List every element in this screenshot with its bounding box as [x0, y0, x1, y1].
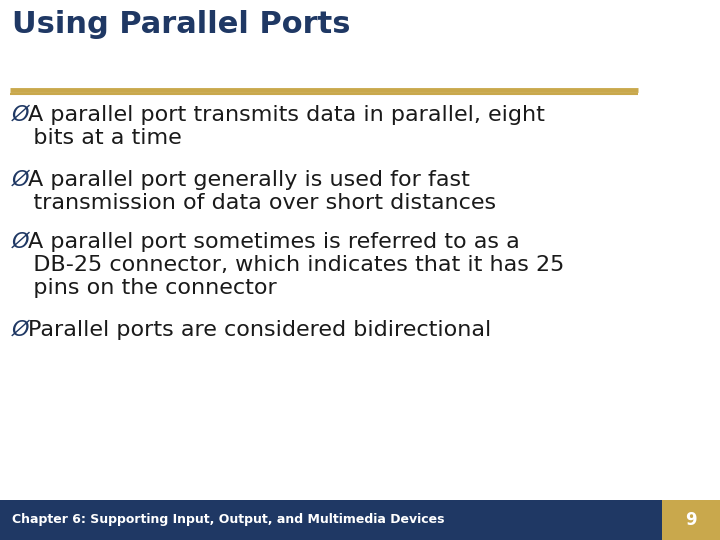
- Text: Using Parallel Ports: Using Parallel Ports: [12, 10, 351, 39]
- Text: 9: 9: [685, 511, 697, 529]
- Text: Ø: Ø: [12, 232, 30, 252]
- Text: A parallel port generally is used for fast: A parallel port generally is used for fa…: [28, 170, 470, 190]
- Bar: [662, 500, 720, 540]
- Text: Ø: Ø: [12, 170, 30, 190]
- Text: Ø: Ø: [12, 320, 30, 340]
- Text: transmission of data over short distances: transmission of data over short distance…: [12, 193, 496, 213]
- Text: Parallel ports are considered bidirectional: Parallel ports are considered bidirectio…: [28, 320, 491, 340]
- Text: bits at a time: bits at a time: [12, 128, 181, 148]
- Text: Ø: Ø: [12, 105, 30, 125]
- Text: A parallel port transmits data in parallel, eight: A parallel port transmits data in parall…: [28, 105, 545, 125]
- Bar: [0, 500, 662, 540]
- Text: Chapter 6: Supporting Input, Output, and Multimedia Devices: Chapter 6: Supporting Input, Output, and…: [12, 514, 444, 526]
- Text: DB-25 connector, which indicates that it has 25: DB-25 connector, which indicates that it…: [12, 255, 564, 275]
- Text: A parallel port sometimes is referred to as a: A parallel port sometimes is referred to…: [28, 232, 520, 252]
- Text: pins on the connector: pins on the connector: [12, 278, 276, 298]
